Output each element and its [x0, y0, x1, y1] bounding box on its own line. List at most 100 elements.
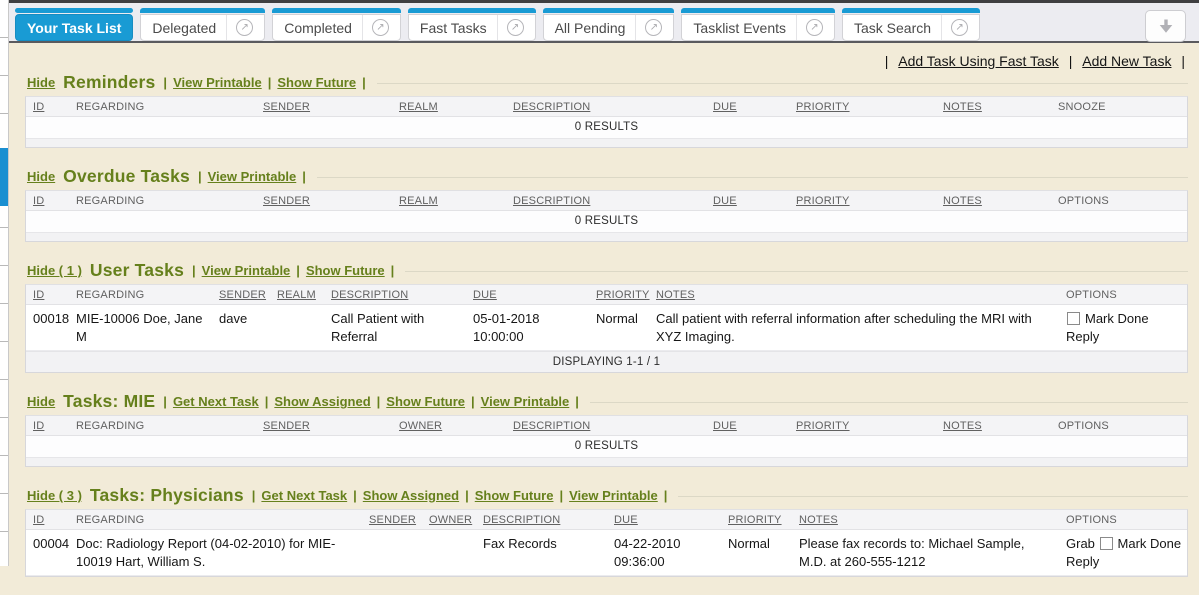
column-header-realm[interactable]: REALM	[277, 289, 316, 301]
show-future-link[interactable]: Show Future	[386, 394, 465, 409]
column-header-sender[interactable]: SENDER	[369, 514, 417, 526]
hide-link[interactable]: Hide	[27, 75, 56, 90]
separator: |	[471, 394, 475, 409]
column-header-description[interactable]: DESCRIPTION	[513, 101, 591, 113]
view-printable-link[interactable]: View Printable	[569, 488, 658, 503]
hide-link[interactable]: Hide	[27, 169, 56, 184]
open-in-new-icon[interactable]: ↗	[796, 15, 823, 40]
column-header-id[interactable]: ID	[33, 514, 45, 526]
open-in-new-icon[interactable]: ↗	[226, 15, 254, 40]
column-header-due[interactable]: DUE	[713, 195, 737, 207]
column-header-notes[interactable]: NOTES	[943, 195, 982, 207]
column-header-sender[interactable]: SENDER	[219, 289, 267, 301]
column-header-owner[interactable]: OWNER	[399, 420, 443, 432]
separator: |	[264, 394, 269, 409]
column-header-id[interactable]: ID	[33, 289, 45, 301]
column-header-options: OPTIONS	[1066, 514, 1117, 526]
hide-link[interactable]: Hide	[27, 394, 56, 409]
hide-link[interactable]: Hide ( 1 )	[27, 263, 82, 278]
hide-link[interactable]: Hide ( 3 )	[27, 488, 82, 503]
tab-accent-bar	[140, 8, 266, 13]
mark-done-link[interactable]: Mark Done	[1085, 311, 1149, 326]
view-printable-link[interactable]: View Printable	[480, 394, 570, 409]
tab-tasklist-events[interactable]: Tasklist Events ↗	[681, 8, 835, 41]
open-in-new-icon[interactable]: ↗	[635, 15, 663, 40]
column-header-description[interactable]: DESCRIPTION	[513, 195, 591, 207]
column-header-sender[interactable]: SENDER	[263, 101, 311, 113]
column-header-description[interactable]: DESCRIPTION	[513, 420, 591, 432]
column-header-id[interactable]: ID	[33, 195, 45, 207]
left-scroll-rail[interactable]	[0, 0, 9, 566]
tab-fast-tasks[interactable]: Fast Tasks ↗	[407, 8, 536, 41]
get-next-task-link[interactable]: Get Next Task	[261, 488, 348, 503]
column-header-priority[interactable]: PRIORITY	[796, 420, 850, 432]
reply-link[interactable]: Reply	[1066, 329, 1100, 345]
column-header-notes[interactable]: NOTES	[656, 289, 695, 301]
mark-done-checkbox[interactable]	[1067, 312, 1080, 325]
tab-label: Fast Tasks	[419, 19, 487, 36]
separator: |	[575, 394, 579, 409]
column-header-priority[interactable]: PRIORITY	[596, 289, 650, 301]
reply-link[interactable]: Reply	[1066, 554, 1100, 570]
column-header-owner[interactable]: OWNER	[429, 514, 473, 526]
column-header-sender[interactable]: SENDER	[263, 195, 311, 207]
column-header-description[interactable]: DESCRIPTION	[331, 289, 409, 301]
show-assigned-link[interactable]: Show Assigned	[362, 488, 460, 503]
column-header-priority[interactable]: PRIORITY	[796, 195, 850, 207]
open-in-new-icon[interactable]: ↗	[496, 15, 524, 40]
view-printable-link[interactable]: View Printable	[173, 75, 262, 90]
show-future-link[interactable]: Show Future	[305, 263, 385, 278]
column-header-priority[interactable]: PRIORITY	[728, 514, 782, 526]
tab-task-search[interactable]: Task Search ↗	[842, 8, 981, 41]
cell-due: 04-22-2010 09:36:00	[614, 536, 681, 570]
tab-body[interactable]: Your Task List	[15, 14, 134, 41]
show-assigned-link[interactable]: Show Assigned	[274, 394, 371, 409]
tab-body[interactable]: Completed ↗	[272, 14, 401, 41]
open-in-new-icon[interactable]: ↗	[361, 15, 389, 40]
view-printable-link[interactable]: View Printable	[201, 263, 291, 278]
add-task-using-fast-task-link[interactable]: Add Task Using Fast Task	[898, 53, 1059, 69]
table-header-row: ID REGARDING SENDER REALM DESCRIPTION DUE PRIO…	[26, 191, 1187, 211]
column-header-realm[interactable]: REALM	[399, 195, 438, 207]
column-header-due[interactable]: DUE	[614, 514, 638, 526]
grab-link[interactable]: Grab	[1066, 536, 1099, 551]
tab-your-task-list[interactable]: Your Task List	[15, 8, 134, 41]
open-in-new-icon[interactable]: ↗	[941, 15, 969, 40]
column-header-realm[interactable]: REALM	[399, 101, 438, 113]
download-arrow-button[interactable]	[1145, 10, 1186, 42]
tab-body[interactable]: All Pending ↗	[542, 14, 675, 41]
column-header-sender[interactable]: SENDER	[263, 420, 311, 432]
column-header-due[interactable]: DUE	[713, 101, 737, 113]
get-next-task-link[interactable]: Get Next Task	[172, 394, 259, 409]
column-header-due[interactable]: DUE	[713, 420, 737, 432]
column-header-priority[interactable]: PRIORITY	[796, 101, 850, 113]
cell-due: 05-01-2018 10:00:00	[473, 311, 540, 345]
column-header-id[interactable]: ID	[33, 420, 45, 432]
column-header-notes[interactable]: NOTES	[799, 514, 838, 526]
table-footer: 0 RESULTS	[26, 436, 1187, 457]
tab-accent-bar	[842, 8, 981, 13]
mark-done-checkbox[interactable]	[1099, 537, 1113, 550]
tab-accent-bar	[681, 8, 835, 13]
show-future-link[interactable]: Show Future	[277, 75, 357, 90]
tab-all-pending[interactable]: All Pending ↗	[542, 8, 675, 41]
section-tasks-mie: Hide Tasks: MIE | Get Next Task | Show Assign…	[25, 391, 1188, 467]
show-future-link[interactable]: Show Future	[474, 488, 554, 503]
tab-delegated[interactable]: Delegated ↗	[140, 8, 266, 41]
mark-done-link[interactable]: Mark Done	[1117, 536, 1182, 551]
separator: |	[465, 488, 469, 503]
add-new-task-link[interactable]: Add New Task	[1082, 53, 1172, 69]
column-header-notes[interactable]: NOTES	[943, 420, 982, 432]
tab-body[interactable]: Task Search ↗	[842, 14, 981, 41]
tab-body[interactable]: Tasklist Events ↗	[681, 14, 835, 41]
column-header-notes[interactable]: NOTES	[943, 101, 982, 113]
tab-body[interactable]: Delegated ↗	[140, 14, 266, 41]
view-printable-link[interactable]: View Printable	[207, 169, 297, 184]
column-header-due[interactable]: DUE	[473, 289, 497, 301]
column-header-description[interactable]: DESCRIPTION	[483, 514, 561, 526]
column-header-id[interactable]: ID	[33, 101, 45, 113]
scroll-indicator[interactable]	[0, 148, 8, 206]
section-divider-line	[316, 177, 1188, 178]
tab-completed[interactable]: Completed ↗	[272, 8, 401, 41]
tab-body[interactable]: Fast Tasks ↗	[407, 14, 536, 41]
